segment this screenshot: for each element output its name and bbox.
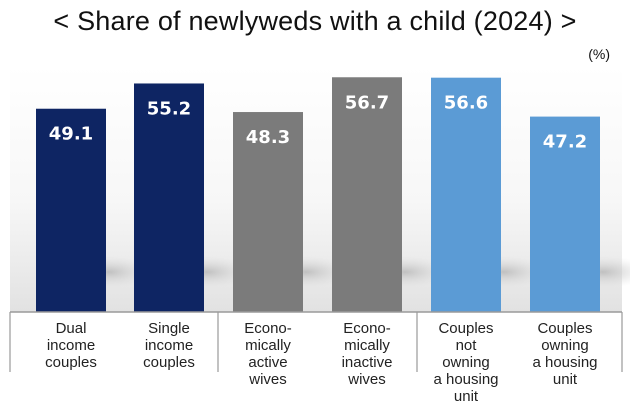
category-label-line: couples [143,354,195,371]
category-label-line: a housing [433,371,498,388]
bar [36,108,106,312]
category-label-line: not [456,337,478,354]
category-label: Econo-mically active wives [244,320,292,388]
category-label-line: Single [148,320,190,337]
unit-label: (%) [588,46,610,62]
bar [134,83,204,312]
category-label-line: a housing [532,354,597,371]
category-label: Couples not owning a housing unit [433,320,498,405]
category-label-line: owning [541,337,589,354]
bar [530,116,600,312]
bar-value-label: 56.7 [345,92,389,113]
category-label-line: Econo- [343,320,391,337]
category-label-line: unit [454,388,479,405]
bars: 49.1 55.2 48.3 56.7 56.6 47.2 [36,77,600,313]
bar [332,77,402,313]
category-label: Dual income couples [45,320,97,371]
bar-value-label: 48.3 [246,127,290,148]
category-label-line: income [47,337,95,354]
category-label: Single income couples [143,320,195,371]
category-label-line: wives [248,371,287,388]
category-label-line: unit [553,371,578,388]
category-label-line: Couples [438,320,493,337]
category-label-line: income [145,337,193,354]
chart-title: < Share of newlyweds with a child (2024)… [53,6,577,36]
category-label: Couples owning a housing unit [532,320,597,388]
bar-value-label: 55.2 [147,98,191,119]
bar-value-label: 49.1 [49,124,93,145]
category-label-line: Dual [56,320,87,337]
category-label-line: mically [245,337,291,354]
bar-value-label: 56.6 [444,93,488,114]
category-label-line: Couples [537,320,592,337]
category-label-line: Econo- [244,320,292,337]
group-separators [9,312,623,372]
bar [233,112,303,313]
category-label-line: mically [344,337,390,354]
category-label-line: couples [45,354,97,371]
category-label-line: owning [442,354,490,371]
category-label-line: inactive [342,354,393,371]
bar [431,77,501,313]
category-label: Econo-mically inactive wives [342,320,393,388]
bar-value-label: 47.2 [543,132,587,153]
category-label-line: wives [347,371,386,388]
category-label-line: active [248,354,287,371]
